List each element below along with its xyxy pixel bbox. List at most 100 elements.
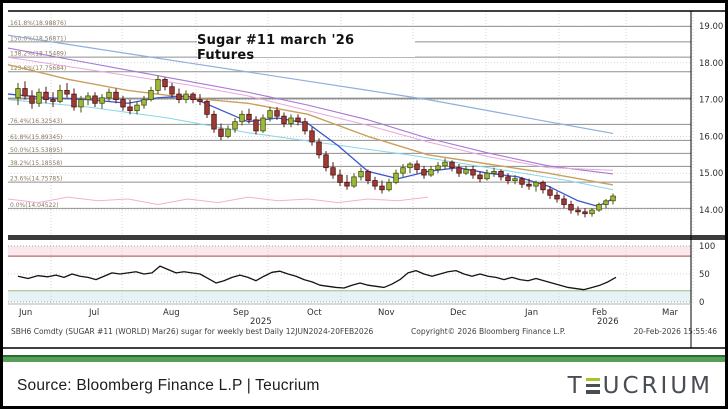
fib-level-label: 161.8%(18.98876) [10,20,66,27]
candle-down [456,167,462,174]
fib-level-label: 150.0%(18.56871) [10,35,66,42]
candle-up [491,170,497,174]
fib-level-label: 38.2%(15.18558) [10,160,62,167]
month-axis-label: Dec [450,308,467,318]
candle-down [295,117,301,123]
overbought-band [8,246,691,257]
candle-down [561,198,567,205]
logo-stylized-e-icon [585,377,600,394]
candle-up [78,99,84,108]
candle-down [505,176,511,181]
candle-up [99,97,105,104]
candle-down [22,88,28,97]
fib-level-label: 23.6%(14.75785) [10,176,62,183]
price-chart-canvas: 19.00 18.00 17.00 16.00 15.00 14.00 161.8%(18.… [3,10,725,349]
candle-down [43,91,49,100]
candle-down [554,194,560,200]
month-axis-label: Sep [233,308,249,318]
price-axis-label: 19.00 [699,22,723,32]
candle-up [610,195,616,202]
candle-down [449,161,455,169]
ma-tan [7,63,614,186]
candle-down [281,115,287,124]
candle-down [246,113,252,121]
candle-down [316,141,322,156]
oscillator-axis-label: 0 [699,298,704,308]
ma-cyan [7,99,614,191]
candle-down [64,90,70,95]
candle-down [344,181,350,187]
candle-up [603,200,609,205]
ma-navy [7,93,617,207]
month-axis-label: Oct [307,308,322,318]
year-axis-label: 2026 [597,317,619,327]
candle-down [274,110,280,117]
source-caption: Source: Bloomberg Finance L.P | Teucrium [17,376,320,394]
ma-pink [7,56,614,171]
candle-down [421,169,427,176]
oversold-band [8,290,691,302]
candle-down [365,170,371,181]
oscillator-line [17,265,617,291]
price-axis-label: 14.00 [699,206,723,216]
green-divider-bar [3,355,725,362]
candle-down [218,128,224,137]
candle-up [260,117,266,132]
candle-up [589,209,595,215]
candle-up [183,93,189,101]
price-axis-label: 16.00 [699,132,723,142]
candle-up [407,163,413,169]
candle-up [463,169,469,174]
chart-title: Sugar #11 march '26 Futures [197,33,415,63]
month-axis-label: Jan [524,308,538,318]
month-axis-label: Mar [662,308,679,318]
price-axis-label: 17.00 [699,96,723,106]
candle-up [393,172,399,183]
candle-down [372,180,378,187]
candle-up [428,169,434,176]
candle-up [232,121,238,130]
candle-up [442,161,448,167]
candle-up [141,99,147,106]
candle-down [414,163,420,170]
candle-down [477,174,483,180]
candle-down [253,119,259,132]
candle-down [204,101,210,115]
fib-level-label: 61.8%(15.89345) [10,134,62,141]
panel-separator-bar [8,235,725,240]
price-axis-label: 15.00 [699,169,723,179]
month-axis-label: Aug [163,308,180,318]
candle-down [526,183,532,187]
candle-up [15,88,21,99]
candle-up [239,113,245,123]
candle-up [358,170,364,178]
candle-up [596,204,602,211]
candle-down [162,78,168,88]
candle-down [120,99,126,108]
candle-up [351,176,357,187]
fib-level-label: 123.6%(17.75684) [10,65,66,72]
candle-down [540,181,546,191]
month-axis-label: Jul [88,308,99,318]
candle-up [400,167,406,174]
candle-down [470,169,476,176]
candle-up [36,91,42,104]
oscillator-axis-label: 50 [699,270,710,280]
candle-down [337,174,343,183]
price-axis-label: 18.00 [699,59,723,69]
candle-down [519,178,525,185]
candle-down [309,130,315,143]
candle-up [134,104,140,112]
candle-down [330,167,336,176]
candle-down [575,209,581,213]
oscillator-axis-label: 100 [699,242,715,252]
timestamp-text: 20-Feb-2026 15:55:46 [633,327,717,336]
candle-up [148,90,154,101]
candle-down [379,185,385,191]
candle-down [71,93,77,108]
candle-down [302,121,308,132]
candle-up [267,110,273,119]
ma-steel-blue [7,34,614,135]
candle-up [484,172,490,180]
month-axis-label: Nov [378,308,395,318]
